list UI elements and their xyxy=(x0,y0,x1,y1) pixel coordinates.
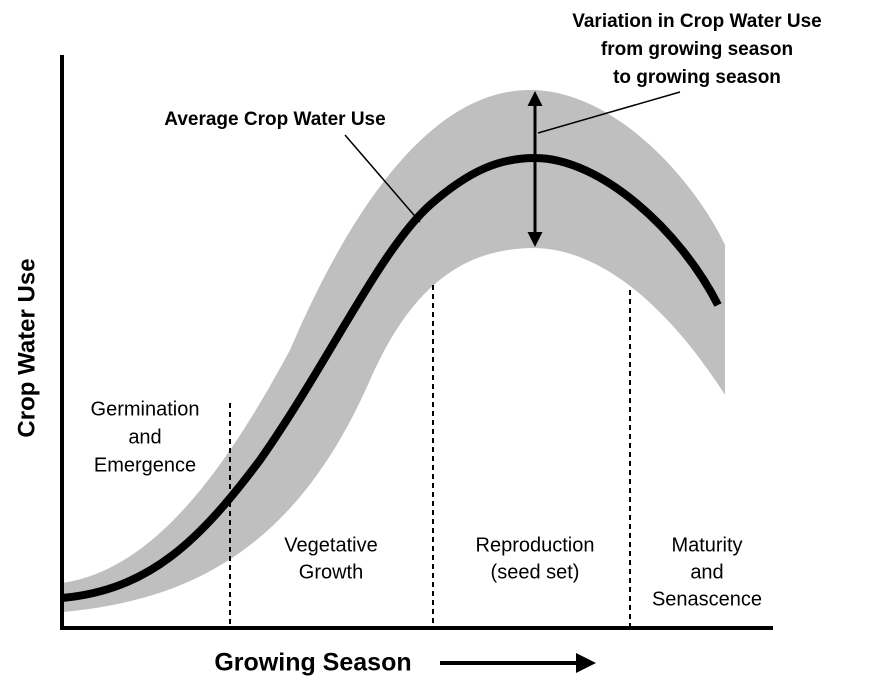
stage-label: Germination xyxy=(91,398,200,420)
annotation: Variation in Crop Water Use xyxy=(572,11,822,32)
stage-label: (seed set) xyxy=(491,561,580,583)
mean-label: Average Crop Water Use xyxy=(164,109,385,130)
stage-label: and xyxy=(690,561,723,583)
stage-label: Senascence xyxy=(652,588,762,610)
stage-label: Growth xyxy=(299,561,363,583)
annotation: from growing season xyxy=(601,39,793,60)
stage-label: Reproduction xyxy=(476,534,595,556)
mean-curve xyxy=(61,153,722,602)
y-axis-label: Crop Water Use xyxy=(13,258,40,437)
stage-label: Maturity xyxy=(671,534,742,556)
stage-label: Vegetative xyxy=(284,534,377,556)
leader-line xyxy=(537,91,681,134)
annotation: to growing season xyxy=(613,67,781,88)
stage-label: Emergence xyxy=(94,454,196,476)
stage-dividers xyxy=(229,285,631,628)
variation-band xyxy=(62,90,725,612)
x-axis-label: Growing Season xyxy=(214,649,411,677)
leader-line xyxy=(344,134,421,223)
stage-label: and xyxy=(128,426,161,448)
